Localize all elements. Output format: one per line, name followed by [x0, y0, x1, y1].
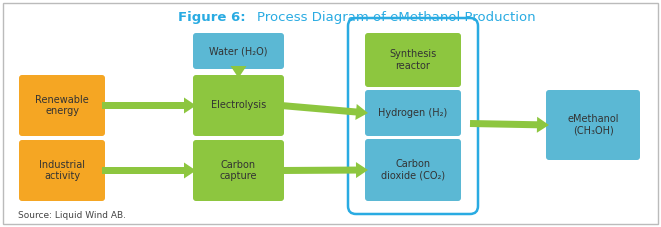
Polygon shape [231, 66, 247, 78]
Text: Water (H₂O): Water (H₂O) [210, 46, 268, 56]
FancyBboxPatch shape [365, 33, 461, 87]
Text: Source: Liquid Wind AB.: Source: Liquid Wind AB. [18, 210, 126, 220]
Polygon shape [281, 162, 368, 178]
Text: Figure 6:: Figure 6: [178, 10, 246, 24]
FancyBboxPatch shape [365, 139, 461, 201]
Text: Industrial
activity: Industrial activity [39, 160, 85, 181]
Text: Carbon
capture: Carbon capture [219, 160, 257, 181]
Text: Carbon
dioxide (CO₂): Carbon dioxide (CO₂) [381, 159, 445, 181]
FancyBboxPatch shape [19, 75, 105, 136]
Text: eMethanol
(CH₃OH): eMethanol (CH₃OH) [567, 114, 619, 136]
Polygon shape [102, 98, 196, 114]
Text: Process Diagram of eMethanol Production: Process Diagram of eMethanol Production [240, 10, 535, 24]
FancyBboxPatch shape [193, 33, 284, 69]
Text: Hydrogen (H₂): Hydrogen (H₂) [378, 108, 447, 118]
Text: Renewable
energy: Renewable energy [35, 95, 89, 116]
FancyBboxPatch shape [193, 75, 284, 136]
FancyBboxPatch shape [193, 140, 284, 201]
Polygon shape [281, 102, 368, 120]
Polygon shape [102, 163, 196, 178]
Polygon shape [470, 117, 549, 133]
Text: Electrolysis: Electrolysis [211, 101, 266, 111]
FancyBboxPatch shape [365, 90, 461, 136]
Text: Synthesis
reactor: Synthesis reactor [389, 49, 437, 71]
FancyBboxPatch shape [19, 140, 105, 201]
FancyBboxPatch shape [546, 90, 640, 160]
